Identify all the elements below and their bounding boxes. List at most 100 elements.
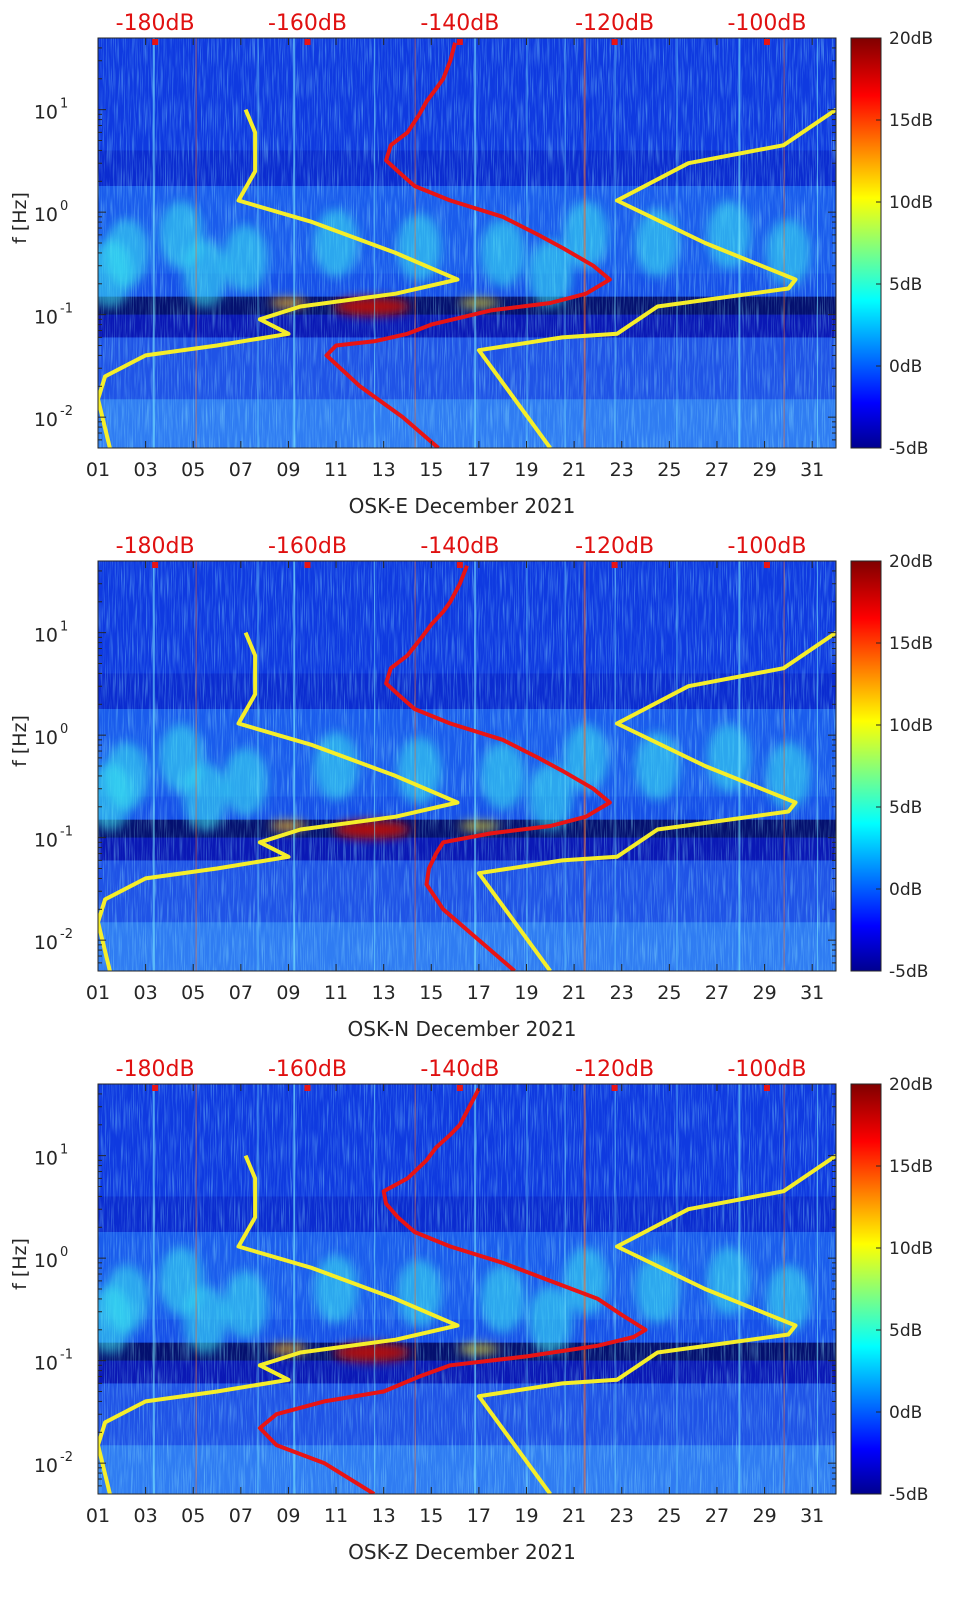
y-tick-base: 10 [34, 727, 58, 749]
heatmap-streak [195, 38, 197, 448]
heatmap-streak [374, 561, 376, 971]
heatmap-hotspot [333, 1343, 410, 1362]
heatmap-streak [374, 1084, 376, 1494]
colorbar [850, 1083, 882, 1495]
y-tick-label: 10 [34, 1455, 58, 1477]
heatmap-streak [414, 38, 416, 448]
heatmap-plumes [98, 723, 811, 839]
y-tick-base: 10 [34, 307, 58, 329]
heatmap-streak [257, 1084, 259, 1494]
x-tick-label: 09 [276, 459, 300, 481]
colorbar-tick-label: 5dB [889, 275, 922, 295]
heatmap-streak [257, 561, 259, 971]
x-tick-label: 25 [657, 1505, 681, 1527]
x-tick-label: 05 [181, 982, 205, 1004]
x-tick-label: 15 [419, 1505, 443, 1527]
y-tick-label: 10 [34, 1353, 58, 1375]
heatmap-streak [293, 38, 296, 448]
heatmap-streak [738, 1084, 741, 1494]
db-scale-marker [611, 39, 618, 45]
heatmap-streak [257, 38, 259, 448]
heatmap-streak [414, 561, 416, 971]
x-tick-label: 11 [324, 1505, 348, 1527]
spectrogram-panel-1: 01 03 05 07 09 11 13 15 17 19 21 23 25 27 29 3110-210-1… [9, 11, 933, 518]
y-tick-exponent: 0 [60, 199, 68, 214]
heatmap-streak [526, 38, 528, 448]
yellow-curve-left [98, 108, 460, 448]
heatmap-streak [293, 1084, 296, 1494]
heatmap-streak [816, 561, 818, 971]
colorbar-tick-label: -5dB [889, 1485, 928, 1505]
y-tick-label: 10 [34, 932, 58, 954]
heatmap-streak [152, 38, 155, 448]
db-scale-label: -160dB [268, 1057, 347, 1082]
colorbar [850, 37, 882, 449]
heatmap-streak [816, 38, 818, 448]
heatmap-streak [738, 561, 741, 971]
db-scale-marker [763, 39, 770, 45]
y-tick-label: 10 [34, 102, 58, 124]
db-scale-marker [456, 562, 463, 568]
x-tick-label: 19 [514, 459, 538, 481]
heatmap-streak [564, 561, 566, 971]
y-tick-base: 10 [34, 625, 58, 647]
heatmap-hotspot [333, 820, 410, 839]
heatmap-streak [783, 561, 785, 971]
heatmap-streak [783, 38, 785, 448]
x-tick-label: 13 [372, 1505, 396, 1527]
db-scale-label: -120dB [575, 534, 654, 559]
colorbar-tick-label: 20dB [889, 1075, 933, 1095]
heatmap-streak [526, 1084, 528, 1494]
heatmap-streak [583, 1084, 586, 1494]
y-tick-exponent: -1 [60, 302, 73, 317]
yellow-curve-left [98, 1154, 460, 1494]
y-axis-label: f [Hz] [9, 1238, 31, 1290]
db-scale-marker [611, 1085, 618, 1091]
db-scale-marker [304, 562, 311, 568]
y-tick-exponent: 0 [60, 1245, 68, 1260]
yellow-curve-left [98, 631, 460, 971]
heatmap-streak [564, 38, 566, 448]
x-tick-label: 23 [610, 1505, 634, 1527]
y-axis-label: f [Hz] [9, 715, 31, 767]
x-tick-label: 03 [134, 459, 158, 481]
x-tick-label: 03 [134, 1505, 158, 1527]
db-scale-marker [152, 39, 159, 45]
x-tick-label: 01 [86, 982, 110, 1004]
x-tick-label: 09 [276, 982, 300, 1004]
x-tick-label: 19 [514, 1505, 538, 1527]
heatmap-streak [474, 1084, 477, 1494]
x-tick-label: 17 [467, 982, 491, 1004]
colorbar-tick-label: 15dB [889, 111, 933, 131]
heatmap-streak [526, 561, 528, 971]
y-tick-label: 10 [34, 307, 58, 329]
x-tick-label: 11 [324, 459, 348, 481]
db-scale-marker [152, 562, 159, 568]
db-scale-label: -120dB [575, 11, 654, 36]
x-tick-label: 05 [181, 459, 205, 481]
x-tick-label: 13 [372, 459, 396, 481]
y-tick-exponent: -2 [60, 404, 73, 419]
colorbar-tick-label: 5dB [889, 1321, 922, 1341]
db-scale-marker [611, 562, 618, 568]
db-scale-label: -180dB [116, 11, 195, 36]
db-scale-label: -100dB [727, 534, 806, 559]
x-tick-label: 07 [229, 982, 253, 1004]
y-tick-base: 10 [34, 204, 58, 226]
heatmap-streak [676, 38, 678, 448]
y-tick-base: 10 [34, 1455, 58, 1477]
y-tick-base: 10 [34, 1353, 58, 1375]
heatmap-plumes [98, 1246, 811, 1362]
db-scale-marker [456, 39, 463, 45]
db-scale-marker [304, 1085, 311, 1091]
x-tick-label: 19 [514, 982, 538, 1004]
db-scale-marker [763, 1085, 770, 1091]
x-tick-label: 15 [419, 982, 443, 1004]
heatmap-area [98, 1084, 836, 1494]
yellow-curve-right [476, 107, 836, 448]
spectrogram-panel-3: 01 03 05 07 09 11 13 15 17 19 21 23 25 27 29 3110-210-1… [9, 1057, 933, 1564]
colorbar-tick-label: 0dB [889, 1403, 922, 1423]
db-scale-label: -120dB [575, 1057, 654, 1082]
heatmap-streak [783, 1084, 785, 1494]
